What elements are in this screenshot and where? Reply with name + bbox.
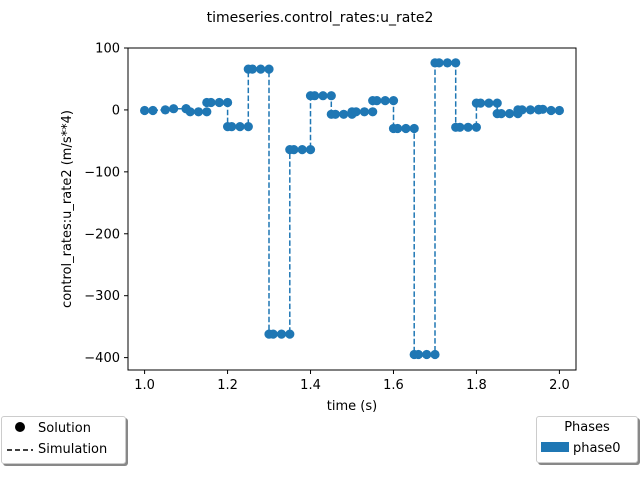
solution-point	[476, 98, 486, 108]
solution-point	[289, 145, 299, 155]
solution-point	[471, 122, 481, 132]
x-tick-label: 1.4	[300, 378, 321, 393]
solution-point	[554, 105, 565, 116]
solution-point	[546, 105, 556, 116]
solution-point	[227, 122, 237, 132]
legend-item-solution: Solution	[2, 418, 125, 439]
solution-point	[297, 145, 307, 155]
solution-point	[169, 104, 179, 114]
solution-point	[223, 97, 233, 108]
solution-point	[247, 64, 257, 74]
solution-point	[206, 97, 216, 108]
y-axis-label: control_rates:u_rate2 (m/s**4)	[60, 110, 75, 308]
x-tick-label: 1.2	[217, 378, 238, 393]
solution-point	[505, 109, 515, 119]
solution-point	[393, 123, 403, 134]
chart-title: timeseries.control_rates:u_rate2	[207, 10, 434, 26]
solution-point	[276, 329, 287, 339]
y-axis: 100 0 −100 −200 −300 −400	[84, 42, 128, 366]
solution-point	[409, 123, 419, 134]
y-tick-label: 100	[95, 42, 120, 57]
y-tick-label: −400	[84, 351, 120, 366]
solution-point	[243, 122, 253, 132]
simulation-dash-icon	[2, 442, 38, 457]
solution-series	[140, 58, 565, 360]
y-tick-label: −300	[84, 289, 120, 304]
solution-point	[268, 329, 278, 339]
solution-point	[401, 123, 411, 134]
solution-point	[492, 98, 502, 108]
x-axis-label: time (s)	[327, 399, 377, 414]
solution-point	[351, 107, 361, 117]
solution-point	[517, 105, 527, 115]
solution-point	[455, 122, 465, 132]
solution-point	[330, 109, 340, 119]
solution-point	[484, 98, 494, 108]
x-tick-label: 1.0	[134, 378, 155, 393]
legend-item-simulation: Simulation	[2, 439, 125, 460]
x-tick-label: 2.0	[549, 378, 570, 393]
solution-point	[185, 107, 195, 117]
solution-point	[442, 58, 452, 68]
solution-point	[451, 58, 461, 68]
solution-point	[214, 97, 224, 108]
solution-point	[305, 145, 316, 155]
solution-point	[496, 109, 506, 119]
solution-point	[380, 96, 390, 106]
solution-point	[256, 64, 266, 74]
phase-patch-icon	[537, 441, 573, 456]
legend-phases: Phases phase0	[536, 416, 638, 463]
solution-point	[264, 64, 274, 74]
solution-point	[434, 58, 444, 68]
solution-point	[422, 349, 432, 360]
solution-point	[388, 96, 399, 106]
y-tick-label: −200	[84, 227, 120, 242]
solution-point	[430, 349, 440, 360]
solution-point	[148, 105, 158, 116]
legend-title-phases: Phases	[564, 420, 610, 435]
plot-area	[128, 48, 576, 370]
solution-point	[202, 107, 212, 117]
solution-point	[318, 91, 328, 101]
solution-point	[368, 107, 378, 117]
legend-item-phase0: phase0	[537, 438, 637, 459]
y-tick-label: −100	[84, 165, 120, 180]
solution-point	[538, 104, 548, 114]
solution-point	[413, 349, 423, 360]
x-axis: 1.0 1.2 1.4 1.6 1.8 2.0	[134, 370, 570, 393]
legend-solution-simulation: Solution Simulation	[1, 416, 126, 464]
y-tick-label: 0	[112, 103, 120, 118]
legend-label-simulation: Simulation	[38, 442, 108, 457]
legend-label-solution: Solution	[38, 421, 91, 436]
solution-point	[160, 105, 170, 115]
solution-point	[463, 122, 473, 132]
solution-point	[339, 109, 349, 119]
solution-point	[525, 105, 536, 115]
solution-point	[140, 105, 150, 116]
solution-point	[285, 329, 295, 339]
solution-point	[310, 91, 320, 101]
solution-point	[359, 107, 369, 117]
solution-point	[193, 107, 204, 117]
legend-label-phase0: phase0	[573, 441, 621, 456]
plot-frame	[127, 47, 577, 371]
solution-point	[235, 122, 245, 132]
solution-point	[372, 96, 382, 106]
x-tick-label: 1.6	[383, 378, 404, 393]
x-tick-label: 1.8	[466, 378, 487, 393]
solution-point	[326, 91, 336, 101]
solution-marker-icon	[2, 421, 38, 437]
